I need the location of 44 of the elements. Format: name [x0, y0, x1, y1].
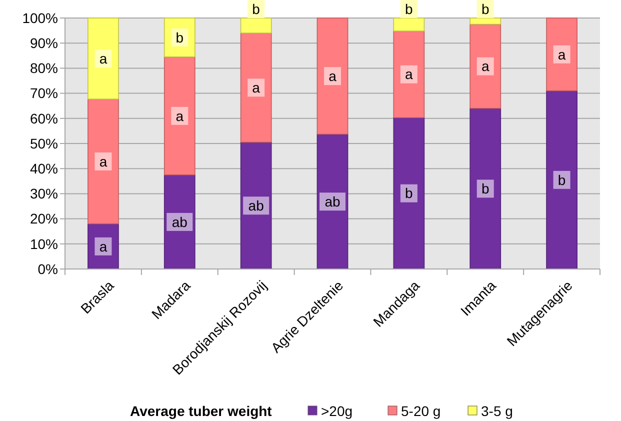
bar: [164, 56, 196, 176]
y-tick-label: 100%: [22, 10, 58, 26]
legend-title: Average tuber weight: [130, 402, 272, 419]
data-label: a: [252, 80, 260, 96]
data-label: b: [252, 0, 260, 17]
bar: [470, 108, 502, 270]
data-label: a: [558, 46, 566, 62]
data-label: b: [176, 29, 184, 46]
bar: [546, 90, 578, 270]
data-label: b: [405, 185, 414, 202]
data-label: a: [99, 153, 108, 170]
data-label: b: [481, 180, 490, 197]
data-label: a: [176, 108, 184, 124]
bar: [316, 18, 348, 135]
y-tick-label: 60%: [30, 110, 58, 126]
data-label: b: [558, 172, 566, 188]
bar: [470, 24, 502, 109]
bar: [393, 117, 425, 270]
data-label: ab: [248, 198, 264, 214]
data-label: a: [99, 50, 108, 66]
bar: [88, 18, 119, 100]
y-tick-label: 0%: [38, 260, 58, 277]
data-label: ab: [172, 214, 188, 230]
legend-label: 5-20 g: [401, 402, 441, 419]
data-label: a: [481, 58, 490, 74]
legend-label: 3-5 g: [481, 402, 513, 419]
data-label: a: [99, 238, 108, 254]
bar: [240, 32, 272, 143]
data-label: b: [481, 0, 490, 17]
y-tick-label: 70%: [30, 85, 58, 102]
data-label: a: [405, 66, 414, 82]
y-tick-label: 20%: [30, 210, 58, 227]
data-label: b: [405, 0, 414, 17]
y-tick-label: 30%: [30, 186, 58, 202]
y-tick-label: 90%: [30, 35, 58, 51]
y-tick-label: 10%: [30, 236, 58, 252]
bar: [88, 98, 119, 224]
bar: [393, 30, 425, 118]
legend-label: >20g: [321, 402, 353, 419]
y-tick-label: 40%: [30, 160, 58, 176]
y-tick-label: 80%: [30, 60, 58, 76]
y-tick-label: 50%: [30, 135, 58, 152]
data-label: ab: [324, 194, 340, 210]
data-label: a: [328, 68, 337, 84]
